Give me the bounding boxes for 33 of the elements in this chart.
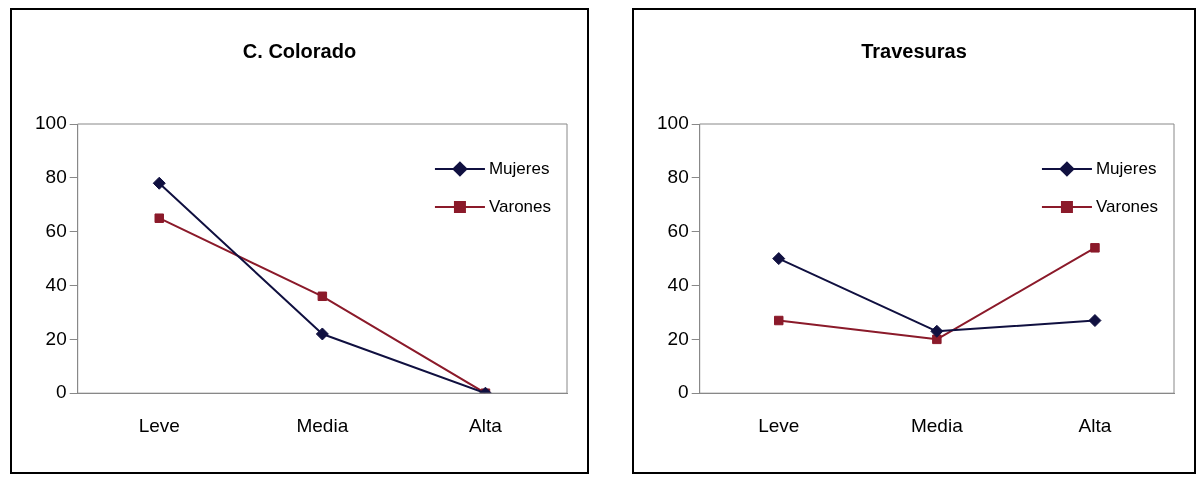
- point: [152, 176, 166, 190]
- x-tick-label: Media: [296, 414, 349, 436]
- y-tick-label: 100: [657, 112, 689, 134]
- x-tick-label: Leve: [138, 414, 180, 436]
- legend-label: Mujeres: [1095, 158, 1157, 178]
- legend-label: Varones: [1095, 196, 1159, 216]
- point: [1088, 314, 1102, 328]
- y-tick-label: 40: [45, 273, 67, 295]
- y-tick-label: 60: [45, 219, 67, 241]
- point: [154, 213, 164, 223]
- y-tick-label: 80: [667, 166, 689, 188]
- point: [774, 315, 784, 326]
- x-tick-label: Alta: [1078, 414, 1112, 436]
- y-tick-label: 100: [35, 112, 67, 134]
- y-tick-label: 20: [45, 327, 67, 349]
- legend-label: Mujeres: [488, 158, 550, 178]
- y-tick-label: 0: [678, 381, 689, 403]
- x-tick-label: Leve: [758, 414, 800, 436]
- y-tick-label: 20: [667, 327, 689, 349]
- point: [930, 324, 944, 338]
- y-tick-label: 80: [45, 166, 67, 188]
- y-tick-label: 0: [56, 381, 67, 403]
- x-tick-label: Media: [910, 414, 964, 436]
- y-tick-label: 40: [667, 273, 689, 295]
- legend-label: Varones: [488, 196, 552, 216]
- point: [1090, 243, 1100, 253]
- y-tick-label: 60: [667, 219, 689, 241]
- chart-title: C. Colorado: [242, 39, 357, 62]
- point: [772, 252, 786, 266]
- point: [315, 327, 329, 341]
- point: [317, 291, 328, 302]
- chart-title: Travesuras: [861, 39, 967, 62]
- x-tick-label: Alta: [469, 414, 503, 436]
